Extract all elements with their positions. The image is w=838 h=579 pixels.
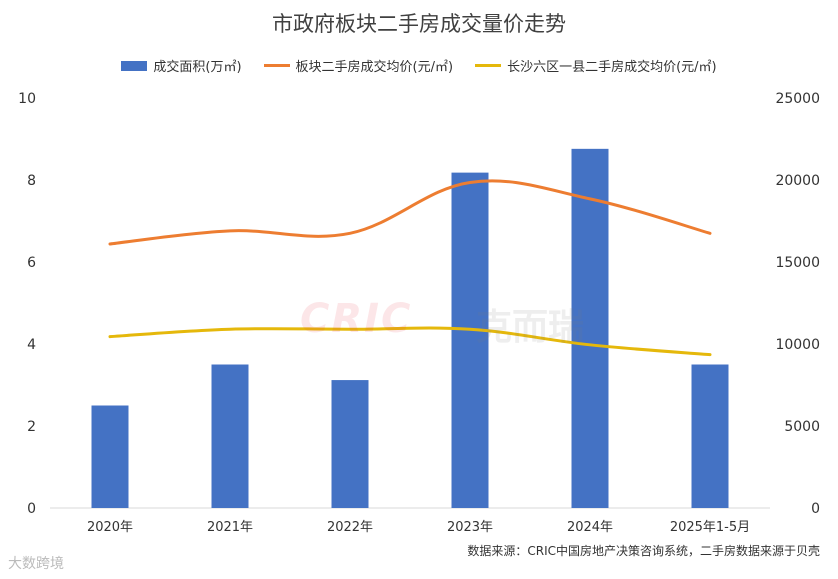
line-district-price: [108, 179, 712, 246]
legend-swatch-district-price: [263, 64, 290, 67]
bar-area-0: [91, 405, 129, 508]
x-axis-tick-label: 2020年: [87, 520, 133, 535]
left-axis-tick-label: 8: [27, 173, 36, 189]
watermark-logo: CRIC: [300, 296, 413, 342]
bar-area-1: [211, 364, 249, 508]
left-axis-tick-label: 6: [27, 255, 36, 271]
x-axis-tick-label: 2021年: [207, 520, 253, 535]
bar-area-2: [331, 380, 369, 508]
right-axis-tick-label: 15000: [775, 255, 820, 271]
right-axis-tick-label: 0: [811, 501, 820, 517]
x-axis-tick-label: 2025年1-5月: [670, 520, 750, 535]
line-city-price: [108, 326, 712, 357]
x-axis-tick-label: 2023年: [447, 520, 493, 535]
legend-item-area: 成交面积(万㎡): [121, 56, 242, 75]
source-note: 数据来源：CRIC中国房地产决策咨询系统，二手房数据来源于贝壳: [467, 544, 820, 558]
chart-legend: 成交面积(万㎡) 板块二手房成交均价(元/㎡) 长沙六区一县二手房成交均价(元/…: [0, 56, 838, 75]
legend-swatch-city-price: [475, 64, 502, 67]
right-axis-tick-label: 10000: [775, 337, 820, 353]
right-axis-tick-label: 5000: [784, 419, 820, 435]
brand-watermark: 大数跨境: [8, 556, 64, 572]
left-axis-tick-label: 4: [27, 337, 36, 353]
legend-label-city-price: 长沙六区一县二手房成交均价(元/㎡): [507, 60, 717, 75]
bar-area-4: [571, 148, 609, 508]
right-axis-tick-label: 25000: [775, 91, 820, 107]
bar-area-3: [451, 172, 489, 508]
left-axis-tick-label: 10: [18, 91, 36, 107]
x-axis-tick-label: 2022年: [327, 520, 373, 535]
legend-label-district-price: 板块二手房成交均价(元/㎡): [295, 60, 454, 75]
right-axis-tick-label: 20000: [775, 173, 820, 189]
legend-swatch-area: [121, 60, 148, 71]
chart-title: 市政府板块二手房成交量价走势: [272, 12, 566, 36]
legend-label-area: 成交面积(万㎡): [153, 60, 242, 75]
left-axis-tick-label: 2: [27, 419, 36, 435]
bar-area-5: [691, 364, 729, 508]
watermark-logo-cn: 克而瑞: [476, 307, 585, 348]
left-axis-tick-label: 0: [27, 501, 36, 517]
x-axis-tick-label: 2024年: [567, 520, 613, 535]
legend-item-city-price: 长沙六区一县二手房成交均价(元/㎡): [475, 56, 717, 75]
legend-item-district-price: 板块二手房成交均价(元/㎡): [263, 56, 454, 75]
